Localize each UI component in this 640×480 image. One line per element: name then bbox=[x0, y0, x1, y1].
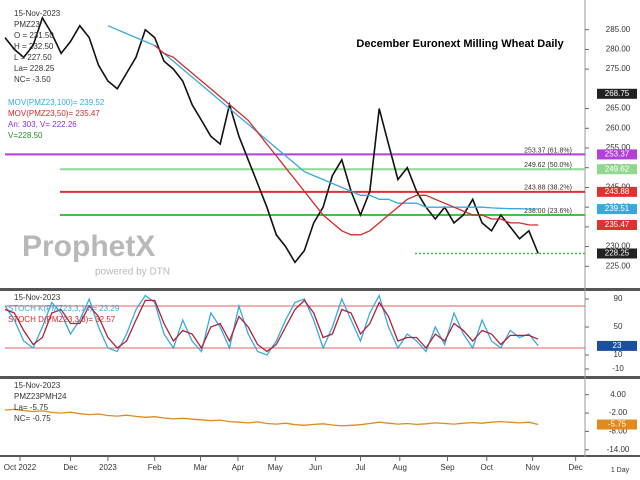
x-tick-label: Oct 2022 bbox=[4, 463, 37, 472]
x-tick-label: Dec bbox=[569, 463, 583, 472]
info-text: H = 232.50 bbox=[14, 42, 54, 51]
y-tick-label: 230.00 bbox=[606, 242, 631, 251]
series-line bbox=[4, 408, 539, 427]
x-tick-label: Sep bbox=[440, 463, 455, 472]
x-tick-label: Aug bbox=[393, 463, 407, 472]
y-tick-label: 265.00 bbox=[606, 104, 631, 113]
y-tick-label: -14.00 bbox=[607, 445, 630, 454]
level-label: 249.62 (50.0%) bbox=[524, 162, 572, 169]
axis-marker-label: -5.75 bbox=[608, 420, 627, 429]
info-text: L = 227.50 bbox=[14, 53, 52, 62]
legend-entry: MOV(PMZ23,50)= 235.47 bbox=[8, 109, 100, 118]
info-text: PMZ23PMH24 bbox=[14, 392, 67, 401]
axis-marker-label: 228.25 bbox=[605, 249, 630, 258]
y-tick-label: 285.00 bbox=[606, 25, 631, 34]
x-tick-label: Jul bbox=[355, 463, 365, 472]
y-tick-label: 90 bbox=[614, 294, 623, 303]
series-line bbox=[107, 25, 539, 210]
x-tick-label: May bbox=[268, 463, 283, 472]
y-tick-label: -2.00 bbox=[609, 408, 628, 417]
x-tick-label: 2023 bbox=[99, 463, 117, 472]
x-tick-label: Nov bbox=[525, 463, 539, 472]
y-tick-label: 50 bbox=[614, 322, 623, 331]
axis-marker bbox=[597, 204, 637, 215]
x-tick-label: Feb bbox=[148, 463, 162, 472]
level-label: 253.37 (61.8%) bbox=[524, 147, 572, 154]
chart-title: December Euronext Milling Wheat Daily bbox=[356, 38, 564, 50]
info-text: NC= -0.75 bbox=[14, 414, 51, 423]
y-tick-label: 280.00 bbox=[606, 45, 631, 54]
info-text: PMZ23 bbox=[14, 20, 40, 29]
y-tick-label: -10 bbox=[612, 364, 624, 373]
watermark: ProphetX bbox=[22, 230, 155, 263]
info-text: NC= -3.50 bbox=[14, 75, 51, 84]
level-label: 238.00 (23.6%) bbox=[524, 208, 572, 215]
info-text: 15-Nov-2023 bbox=[14, 381, 61, 390]
legend-entry: V=228.50 bbox=[8, 131, 43, 140]
info-text: 15-Nov-2023 bbox=[14, 9, 61, 18]
y-tick-label: 255.00 bbox=[606, 143, 631, 152]
legend-entry: MOV(PMZ23,100)= 239.52 bbox=[8, 98, 105, 107]
axis-marker-label: 235.47 bbox=[605, 220, 630, 229]
panel-divider bbox=[0, 455, 640, 457]
y-tick-label: 225.00 bbox=[606, 261, 631, 270]
x-axis-end: 1 Day bbox=[611, 467, 630, 474]
info-text: La= 228.25 bbox=[14, 64, 55, 73]
axis-marker-label: 253.37 bbox=[605, 150, 630, 159]
axis-marker bbox=[597, 149, 637, 160]
axis-marker bbox=[597, 220, 637, 231]
axis-marker bbox=[597, 419, 637, 430]
series-line bbox=[154, 45, 539, 236]
x-tick-label: Oct bbox=[481, 463, 494, 472]
y-tick-label: 275.00 bbox=[606, 64, 631, 73]
x-tick-label: Apr bbox=[232, 463, 245, 472]
x-tick-label: Mar bbox=[194, 463, 208, 472]
axis-marker bbox=[597, 248, 637, 259]
legend-entry: STOCH D(PMZ23,3,3)= 32.57 bbox=[8, 315, 116, 324]
axis-marker bbox=[597, 186, 637, 197]
axis-marker-label: 243.88 bbox=[605, 187, 630, 196]
axis-marker bbox=[597, 88, 637, 99]
y-tick-label: 260.00 bbox=[606, 123, 631, 132]
info-text: O = 231.50 bbox=[14, 31, 54, 40]
axis-marker-label: 249.62 bbox=[605, 164, 630, 173]
legend-entry: STOCH K(PMZ23,3,14)= 23.29 bbox=[8, 304, 120, 313]
axis-marker-label: 268.75 bbox=[605, 89, 630, 98]
watermark: powered by DTN bbox=[95, 267, 170, 278]
axis-marker bbox=[597, 340, 637, 351]
panel-divider bbox=[0, 376, 640, 379]
axis-marker-label: 23 bbox=[613, 341, 622, 350]
y-tick-label: 4.00 bbox=[610, 390, 626, 399]
y-tick-label: -8.00 bbox=[609, 427, 628, 436]
level-label: 243.88 (38.2%) bbox=[524, 185, 572, 192]
series-line bbox=[4, 299, 539, 353]
series-line bbox=[4, 16, 539, 264]
info-text: La= -5.75 bbox=[14, 403, 49, 412]
info-text: 15-Nov-2023 bbox=[14, 293, 61, 302]
axis-marker bbox=[597, 164, 637, 175]
x-tick-label: Jun bbox=[309, 463, 322, 472]
panel-divider bbox=[0, 288, 640, 291]
x-tick-label: Dec bbox=[63, 463, 77, 472]
legend-entry: An: 303, V= 222.26 bbox=[8, 120, 77, 129]
y-tick-label: 10 bbox=[614, 350, 623, 359]
axis-marker-label: 239.51 bbox=[605, 204, 630, 213]
